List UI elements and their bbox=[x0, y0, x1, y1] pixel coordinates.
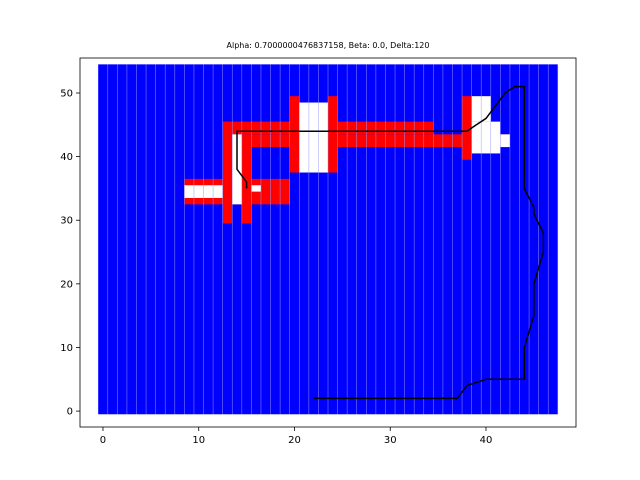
x-tick-label: 20 bbox=[288, 435, 301, 446]
path-layer bbox=[236, 85, 545, 400]
y-tick-label: 30 bbox=[60, 216, 73, 227]
x-axis: 0 10 20 30 40 bbox=[100, 427, 493, 446]
column-separators bbox=[107, 64, 559, 415]
obstacle-cell-block bbox=[328, 96, 338, 173]
y-axis: 0 10 20 30 40 50 bbox=[60, 88, 80, 418]
unknown-cell-block bbox=[251, 185, 261, 192]
unknown-cell-block bbox=[318, 166, 328, 173]
x-tick-label: 30 bbox=[384, 435, 397, 446]
obstacle-cell-block bbox=[462, 96, 472, 160]
chart-title: Alpha: 0.7000000476837158, Beta: 0.0, De… bbox=[227, 41, 430, 50]
x-tick-label: 40 bbox=[480, 435, 493, 446]
y-tick-label: 40 bbox=[60, 152, 73, 163]
y-tick-label: 50 bbox=[60, 88, 73, 99]
x-tick-label: 10 bbox=[192, 435, 205, 446]
obstacle-cell-block bbox=[289, 96, 300, 173]
plot-frame bbox=[79, 57, 577, 428]
y-tick-label: 20 bbox=[60, 279, 73, 290]
unknown-cell-block bbox=[471, 121, 501, 154]
obstacle-cell-block bbox=[222, 121, 233, 224]
x-tick-label: 0 bbox=[100, 435, 106, 446]
path-line bbox=[236, 85, 545, 400]
unknown-cell-block bbox=[500, 134, 510, 148]
y-tick-label: 10 bbox=[60, 343, 73, 354]
y-tick-label: 0 bbox=[67, 407, 73, 418]
